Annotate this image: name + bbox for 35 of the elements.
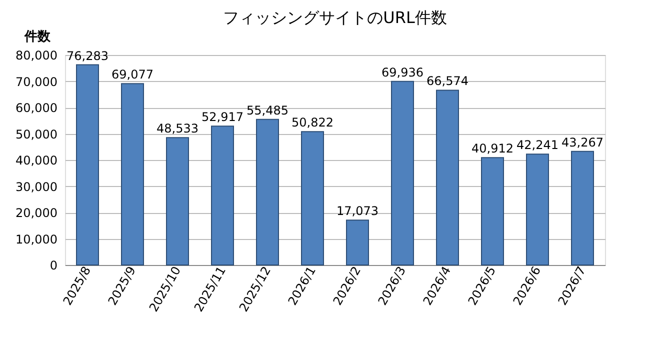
bar [166,137,189,266]
data-label: 76,283 [66,48,108,63]
bar [211,126,234,266]
y-tick-label: 70,000 [16,74,58,89]
y-tick-label: 60,000 [16,101,58,115]
data-label: 69,077 [112,68,154,82]
y-tick-label: 20,000 [16,206,58,220]
bar [481,157,504,266]
data-label: 69,936 [382,65,424,80]
y-tick-label: 30,000 [16,180,58,194]
y-tick-label: 40,000 [16,154,58,168]
bar [436,90,459,266]
bar [76,64,99,266]
data-label: 40,912 [472,142,514,156]
data-label: 66,574 [426,74,468,88]
data-label: 42,241 [516,138,558,152]
y-axis-title: 件数 [24,30,52,44]
data-label: 52,917 [202,110,244,124]
data-label: 17,073 [336,204,378,218]
chart-title: フィッシングサイトのURL件数 [223,8,447,27]
y-tick-label: 50,000 [16,127,58,142]
bar [571,150,594,266]
bar [391,80,414,266]
bar [526,154,549,266]
data-label: 50,822 [292,116,334,130]
bar [256,118,279,266]
bar [121,83,144,266]
bar [301,131,324,266]
data-label: 43,267 [562,135,604,150]
y-tick-label: 0 [50,258,58,272]
bar [346,220,369,266]
data-label: 55,485 [246,103,288,118]
data-label: 48,533 [156,122,198,136]
y-tick-label: 80,000 [16,48,58,62]
y-tick-label: 10,000 [16,232,58,246]
